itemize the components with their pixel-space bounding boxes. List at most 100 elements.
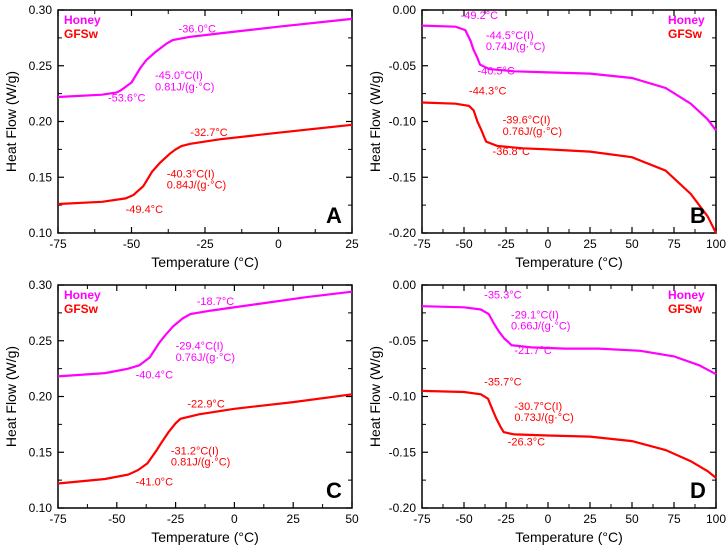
- annotation-label: 0.81J/(g·°C): [155, 81, 214, 93]
- annotation-label: 0.73J/(g·°C): [514, 412, 573, 424]
- ytick-label: 0.20: [29, 115, 53, 129]
- annotation-label: -44.3°C: [469, 86, 506, 98]
- legend-label: Honey: [64, 288, 101, 302]
- legend: HoneyGFSw: [64, 13, 101, 41]
- xtick-label: 75: [667, 512, 681, 526]
- annotation-label: -21.7°C: [514, 345, 551, 357]
- curve-honey: [422, 306, 716, 374]
- xtick-label: 50: [345, 512, 359, 526]
- ytick-label: -0.20: [389, 226, 417, 240]
- xtick-label: 25: [345, 237, 359, 251]
- annotation-label: 0.76J/(g·°C): [176, 352, 235, 364]
- panel-letter: B: [690, 203, 706, 228]
- annotation-label: -18.7°C: [197, 296, 234, 308]
- panel-letter: D: [690, 478, 706, 503]
- ytick-label: 0.30: [29, 278, 53, 292]
- annotation-label: -36.0°C: [179, 23, 216, 35]
- ytick-label: 0.10: [29, 501, 53, 515]
- annotation-label: 0.76J/(g·°C): [503, 126, 562, 138]
- xtick-label: -25: [196, 237, 214, 251]
- annotation-label: -49.2°C: [461, 10, 498, 22]
- legend: HoneyGFSw: [668, 13, 705, 41]
- ytick-label: -0.10: [389, 390, 417, 404]
- x-axis-title: Temperature (°C): [151, 529, 259, 545]
- annotation-label: -32.7°C: [190, 127, 227, 139]
- annotation-label: -36.8°C: [493, 146, 530, 158]
- panel-D: -75-50-250255075100-0.20-0.15-0.10-0.050…: [364, 275, 728, 550]
- curve-honey: [422, 26, 716, 131]
- ytick-label: -0.20: [389, 501, 417, 515]
- xtick-label: 100: [706, 512, 726, 526]
- xtick-label: 100: [706, 237, 726, 251]
- legend-label: Honey: [668, 13, 705, 27]
- chart-svg-A: -75-50-250250.100.150.200.250.30Temperat…: [0, 0, 364, 275]
- ytick-label: 0.25: [29, 59, 53, 73]
- xtick-label: 0: [545, 237, 552, 251]
- y-axis-title: Heat Flow (W/g): [3, 346, 19, 447]
- xtick-label: 0: [231, 512, 238, 526]
- legend: HoneyGFSw: [668, 288, 705, 316]
- xtick-label: 0: [275, 237, 282, 251]
- annotation-label: -49.4°C: [126, 204, 163, 216]
- xtick-label: -50: [455, 237, 473, 251]
- ytick-label: 0.20: [29, 390, 53, 404]
- annotation-label: -35.3°C: [484, 289, 521, 301]
- xtick-label: -50: [123, 237, 141, 251]
- ytick-label: 0.30: [29, 3, 53, 17]
- xtick-label: 75: [667, 237, 681, 251]
- ytick-label: -0.15: [389, 170, 417, 184]
- ytick-label: -0.10: [389, 115, 417, 129]
- ytick-label: 0.00: [393, 278, 417, 292]
- xtick-label: -25: [497, 512, 515, 526]
- ytick-label: -0.05: [389, 334, 417, 348]
- legend-label: GFSw: [668, 302, 703, 316]
- xtick-label: -25: [167, 512, 185, 526]
- annotation-label: 0.74J/(g·°C): [486, 41, 545, 53]
- curve-gfsw: [422, 103, 716, 234]
- chart-svg-D: -75-50-250255075100-0.20-0.15-0.10-0.050…: [364, 275, 728, 550]
- panel-letter: A: [326, 203, 342, 228]
- panel-A: -75-50-250250.100.150.200.250.30Temperat…: [0, 0, 364, 275]
- legend-label: Honey: [64, 13, 101, 27]
- annotation-label: -22.9°C: [187, 399, 224, 411]
- ytick-label: -0.05: [389, 59, 417, 73]
- y-axis-title: Heat Flow (W/g): [367, 71, 383, 172]
- legend: HoneyGFSw: [64, 288, 101, 316]
- legend-label: GFSw: [64, 27, 99, 41]
- xtick-label: -25: [497, 237, 515, 251]
- ytick-label: 0.15: [29, 170, 53, 184]
- annotation-label: -53.6°C: [108, 92, 145, 104]
- xtick-label: -50: [455, 512, 473, 526]
- chart-svg-C: -75-50-25025500.100.150.200.250.30Temper…: [0, 275, 364, 550]
- xtick-label: 25: [287, 512, 301, 526]
- panel-C: -75-50-25025500.100.150.200.250.30Temper…: [0, 275, 364, 550]
- ytick-label: 0.00: [393, 3, 417, 17]
- ytick-label: 0.10: [29, 226, 53, 240]
- annotation-label: 0.81J/(g·°C): [171, 457, 230, 469]
- xtick-label: -50: [108, 512, 126, 526]
- legend-label: Honey: [668, 288, 705, 302]
- x-axis-title: Temperature (°C): [515, 529, 623, 545]
- legend-label: GFSw: [64, 302, 99, 316]
- x-axis-title: Temperature (°C): [515, 254, 623, 270]
- annotation-label: -40.5°C: [477, 66, 514, 78]
- y-axis-title: Heat Flow (W/g): [367, 346, 383, 447]
- ytick-label: 0.25: [29, 334, 53, 348]
- xtick-label: 25: [583, 512, 597, 526]
- annotation-label: -35.7°C: [484, 376, 521, 388]
- ytick-label: -0.15: [389, 445, 417, 459]
- ytick-label: 0.15: [29, 445, 53, 459]
- panel-letter: C: [326, 478, 342, 503]
- legend-label: GFSw: [668, 27, 703, 41]
- xtick-label: 50: [625, 237, 639, 251]
- y-axis-title: Heat Flow (W/g): [3, 71, 19, 172]
- curve-gfsw: [422, 391, 716, 478]
- xtick-label: 50: [625, 512, 639, 526]
- figure-grid: -75-50-250250.100.150.200.250.30Temperat…: [0, 0, 728, 550]
- annotation-label: 0.66J/(g·°C): [511, 321, 570, 333]
- annotation-label: -40.4°C: [136, 370, 173, 382]
- annotation-label: 0.84J/(g·°C): [167, 179, 226, 191]
- annotation-label: -26.3°C: [508, 437, 545, 449]
- chart-svg-B: -75-50-250255075100-0.20-0.15-0.10-0.050…: [364, 0, 728, 275]
- annotation-label: -41.0°C: [136, 477, 173, 489]
